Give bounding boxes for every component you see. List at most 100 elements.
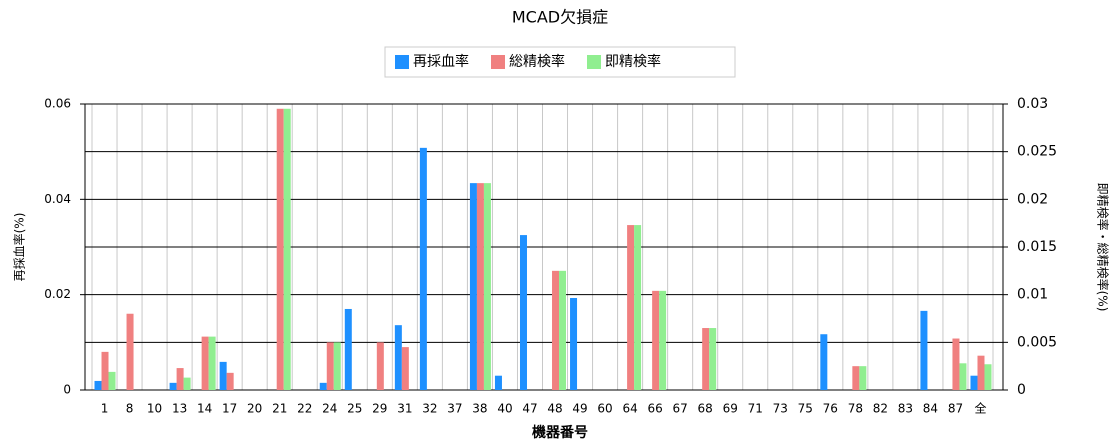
y2-tick-label: 0.015 [1017, 239, 1057, 255]
bar [652, 290, 660, 390]
bar [519, 235, 527, 390]
x-tick-label: 68 [698, 402, 713, 416]
x-tick-label: 60 [597, 402, 612, 416]
y-tick-label: 0.02 [44, 287, 71, 301]
y-tick-label: 0.06 [44, 97, 71, 111]
x-tick-label: 49 [572, 402, 587, 416]
x-tick-label: 87 [948, 402, 963, 416]
legend-swatch [491, 55, 505, 69]
bar [319, 382, 327, 390]
bar [394, 325, 402, 390]
chart-title: MCAD欠損症 [512, 8, 608, 27]
x-tick-label: 17 [222, 402, 237, 416]
bar [559, 270, 567, 390]
bar [627, 225, 635, 390]
x-tick-label: 76 [823, 402, 838, 416]
bar [226, 372, 234, 390]
bar [984, 364, 992, 390]
bar [709, 328, 717, 390]
bar [219, 361, 227, 390]
legend-swatch [587, 55, 601, 69]
bar [959, 363, 967, 390]
bar [659, 290, 667, 390]
x-tick-label: 25 [347, 402, 362, 416]
bar [977, 355, 985, 390]
x-tick-label: 64 [622, 402, 637, 416]
x-tick-label: 21 [272, 402, 287, 416]
x-tick-label: 71 [748, 402, 763, 416]
x-tick-label: 75 [798, 402, 813, 416]
bar [401, 347, 409, 390]
y2-tick-label: 0.03 [1017, 96, 1048, 112]
x-tick-label: 67 [673, 402, 688, 416]
bar [326, 342, 334, 390]
bar [952, 338, 960, 390]
x-tick-label: 38 [472, 402, 487, 416]
bar [469, 183, 477, 390]
x-tick-label: 31 [397, 402, 412, 416]
x-tick-label: 全 [974, 401, 986, 416]
legend-label: 再採血率 [413, 53, 469, 70]
bar [970, 375, 978, 390]
bar [419, 147, 427, 390]
bar [852, 366, 860, 390]
bar [570, 298, 578, 390]
x-tick-label: 82 [873, 402, 888, 416]
x-tick-label: 8 [126, 402, 134, 416]
bar [208, 336, 216, 390]
bar [108, 371, 116, 390]
legend-label: 即精検率 [605, 53, 661, 70]
bar [101, 351, 109, 390]
bar [859, 366, 867, 390]
y2-tick-label: 0.005 [1017, 334, 1057, 350]
x-tick-label: 66 [647, 402, 662, 416]
x-tick-label: 84 [923, 402, 938, 416]
y2-tick-label: 0.025 [1017, 144, 1057, 160]
x-axis-label: 機器番号 [532, 424, 588, 441]
x-tick-label: 40 [497, 402, 512, 416]
bar [126, 313, 134, 390]
x-tick-label: 83 [898, 402, 913, 416]
x-tick-label: 20 [247, 402, 262, 416]
x-tick-label: 24 [322, 402, 337, 416]
legend-swatch [395, 55, 409, 69]
bar [552, 270, 560, 390]
y-axis-label: 再採血率(%) [12, 213, 27, 282]
bar [201, 336, 209, 390]
bar [94, 380, 102, 390]
bar [376, 342, 384, 390]
y2-tick-label: 0.02 [1017, 191, 1048, 207]
x-tick-label: 69 [723, 402, 738, 416]
bar [476, 183, 484, 390]
x-tick-label: 48 [547, 402, 562, 416]
y2-tick-label: 0.01 [1017, 287, 1048, 303]
legend-label: 総精検率 [509, 53, 565, 70]
y-tick-label: 0 [63, 383, 71, 397]
x-tick-label: 13 [172, 402, 187, 416]
bar [483, 183, 491, 390]
bar [283, 108, 291, 391]
bar [702, 328, 710, 390]
y2-tick-label: 0 [1017, 382, 1026, 398]
x-tick-label: 22 [297, 402, 312, 416]
bar [333, 342, 341, 390]
bar [276, 108, 284, 391]
y2-axis-label: 即精検率・総精検率(%) [1096, 183, 1111, 312]
bar [920, 310, 928, 390]
legend-box [384, 46, 736, 78]
x-tick-label: 37 [447, 402, 462, 416]
x-tick-label: 47 [522, 402, 537, 416]
bar [820, 334, 828, 390]
bar [634, 225, 642, 390]
x-tick-label: 14 [197, 402, 212, 416]
x-tick-label: 32 [422, 402, 437, 416]
x-tick-label: 73 [773, 402, 788, 416]
y-tick-label: 0.04 [44, 192, 71, 206]
bar [344, 308, 352, 390]
bar [169, 382, 177, 390]
bar [176, 368, 184, 390]
bar [183, 377, 191, 390]
x-tick-label: 10 [147, 402, 162, 416]
x-tick-label: 1 [101, 402, 109, 416]
